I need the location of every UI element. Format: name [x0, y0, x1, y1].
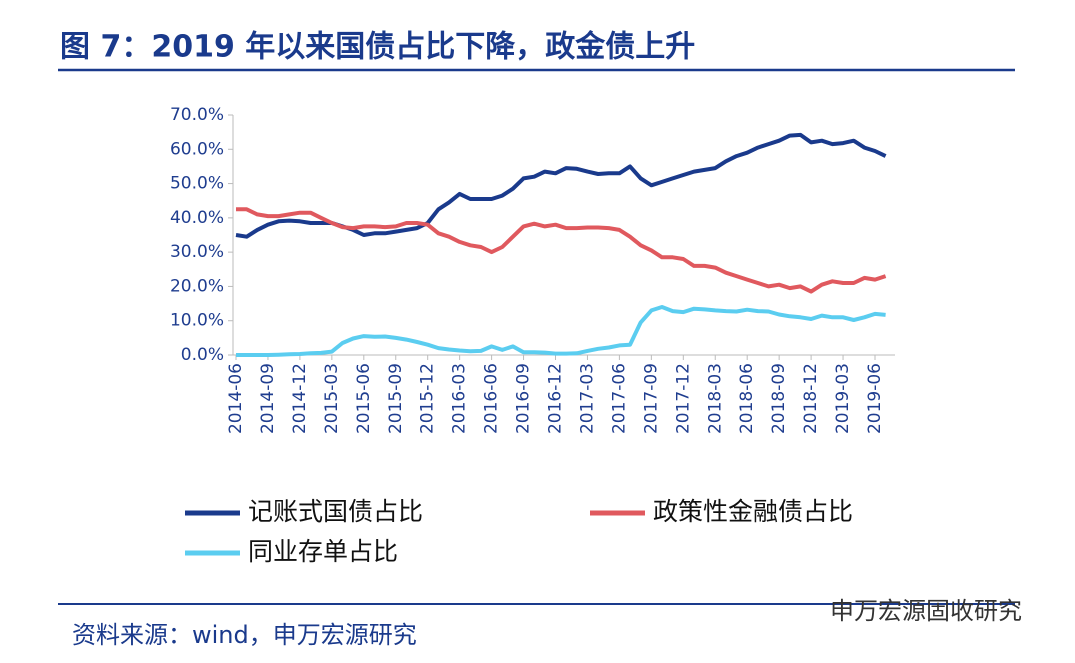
page-title: 图 7：2019 年以来国债占比下降，政金债上升 [60, 30, 695, 65]
series-line [236, 305, 886, 357]
x-tick-label: 2016-09 [514, 363, 534, 434]
x-tick-label: 2019-06 [865, 363, 885, 434]
y-tick-label: 30.0% [170, 242, 224, 262]
y-tick-label: 10.0% [170, 311, 224, 331]
x-tick-label: 2015-06 [354, 363, 374, 434]
x-tick-label: 2016-03 [450, 363, 470, 434]
x-tick-label: 2016-12 [546, 363, 566, 434]
x-tick-label: 2015-12 [418, 363, 438, 434]
x-tick-label: 2017-12 [673, 363, 693, 434]
y-tick-label: 0.0% [181, 345, 224, 365]
legend-label: 记账式国债占比 [248, 497, 423, 526]
x-tick-label: 2018-03 [705, 363, 725, 434]
x-tick-label: 2014-06 [226, 363, 246, 434]
y-tick-label: 20.0% [170, 276, 224, 296]
series-line [236, 207, 887, 294]
y-tick-label: 60.0% [170, 139, 224, 159]
source-note: 资料来源：wind，申万宏源研究 [72, 621, 417, 649]
x-tick-label: 2017-06 [609, 363, 629, 434]
legend-label: 政策性金融债占比 [653, 497, 853, 526]
x-tick-label: 2018-06 [737, 363, 757, 434]
watermark: 申万宏源固收研究 [830, 597, 1022, 625]
x-tick-label: 2018-12 [801, 363, 821, 434]
y-tick-label: 40.0% [170, 208, 224, 228]
y-tick-label: 50.0% [170, 174, 224, 194]
x-tick-label: 2016-06 [482, 363, 502, 434]
x-tick-label: 2017-03 [577, 363, 597, 434]
x-tick-label: 2014-12 [290, 363, 310, 434]
x-tick-label: 2015-09 [386, 363, 406, 434]
series-line [235, 132, 887, 239]
x-tick-label: 2014-09 [258, 363, 278, 434]
x-tick-label: 2015-03 [322, 363, 342, 434]
x-tick-label: 2017-09 [641, 363, 661, 434]
legend-label: 同业存单占比 [248, 537, 398, 566]
x-tick-label: 2018-09 [769, 363, 789, 434]
y-tick-label: 70.0% [170, 105, 224, 125]
x-tick-label: 2019-03 [833, 363, 853, 434]
